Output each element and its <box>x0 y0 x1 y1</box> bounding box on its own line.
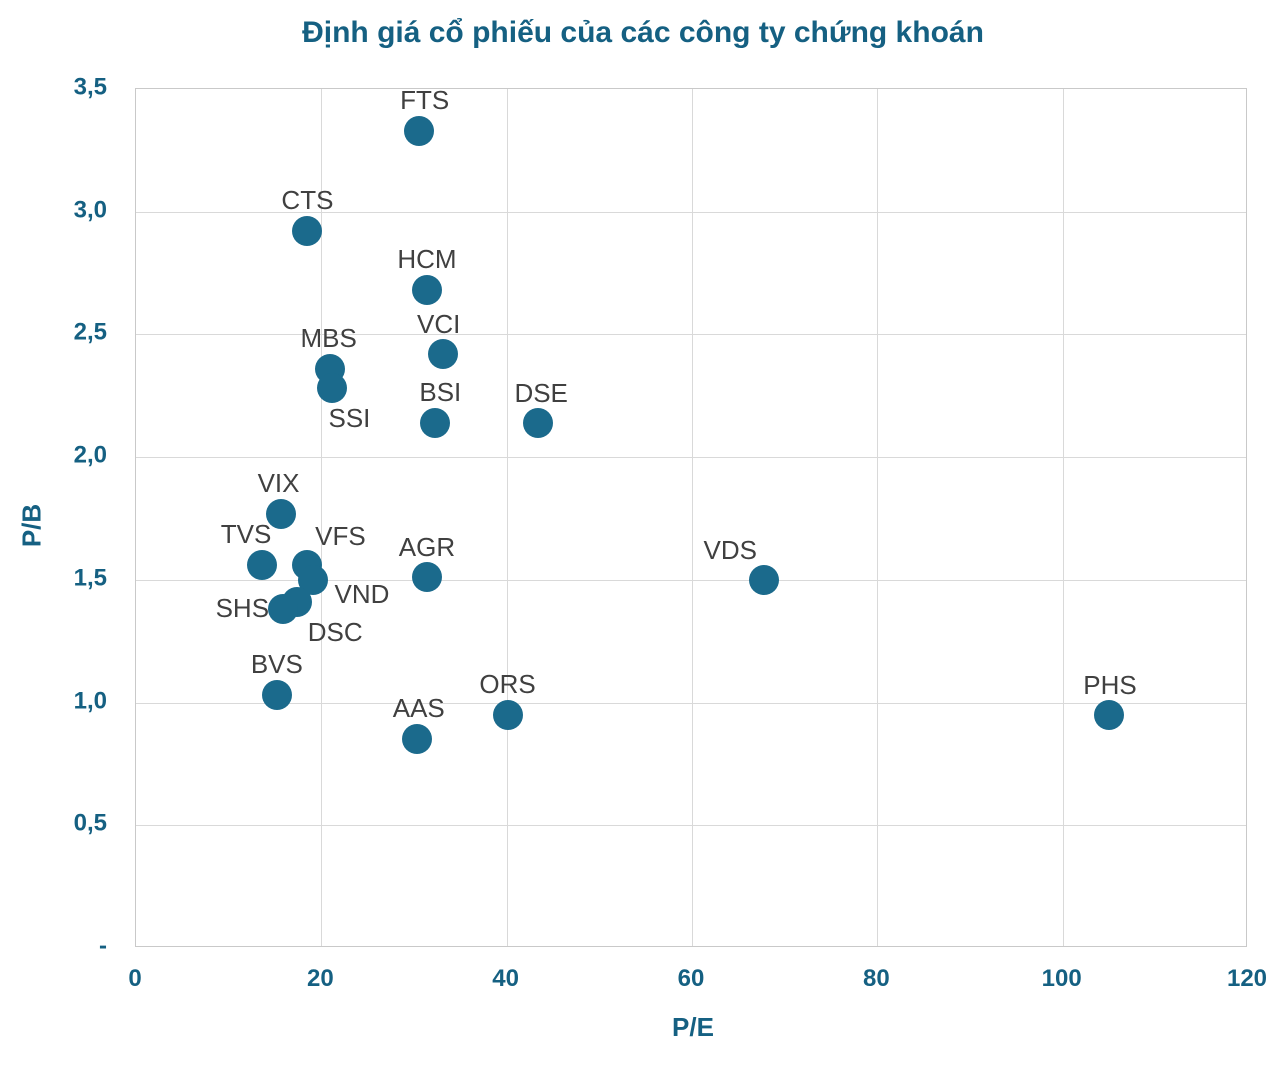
data-point-cts <box>292 216 323 247</box>
data-point-ssi <box>317 373 348 404</box>
data-point-shs <box>268 594 299 625</box>
data-point-fts <box>403 115 434 146</box>
point-label-dsc: DSC <box>307 616 363 647</box>
data-point-tvs <box>247 550 278 581</box>
data-point-vix <box>265 498 296 529</box>
point-label-bvs: BVS <box>250 649 303 680</box>
data-point-bsi <box>420 407 451 438</box>
vertical-gridline <box>507 89 508 946</box>
x-axis-tick-label: 20 <box>306 965 334 992</box>
x-axis-tick-label: 120 <box>1226 965 1268 992</box>
vertical-gridline <box>877 89 878 946</box>
data-point-vci <box>427 339 458 370</box>
x-axis-tick-label: 80 <box>862 965 890 992</box>
point-label-bsi: BSI <box>419 376 462 407</box>
x-axis-tick-label: 40 <box>492 965 520 992</box>
data-point-agr <box>411 562 442 593</box>
x-axis-tick-label: 100 <box>1041 965 1082 992</box>
chart-title: Định giá cổ phiếu của các công ty chứng … <box>302 16 984 49</box>
point-label-shs: SHS <box>215 593 270 624</box>
data-point-vds <box>749 564 780 595</box>
y-axis-tick-label: 2,0 <box>73 441 107 469</box>
x-axis-tick-label: 60 <box>677 965 705 992</box>
point-label-mbs: MBS <box>300 322 357 353</box>
point-label-aas: AAS <box>392 693 445 724</box>
point-label-ors: ORS <box>479 668 536 699</box>
point-label-hcm: HCM <box>397 244 457 275</box>
point-label-vnd: VND <box>334 578 390 609</box>
vertical-gridline <box>1063 89 1064 946</box>
point-label-dse: DSE <box>514 377 568 408</box>
point-label-ssi: SSI <box>328 403 371 434</box>
plot-area: FTS CTS HCM VCI MBS SSI BSI DSE VIX TVS VFS VND AGR V… <box>135 84 1247 947</box>
data-point-dse <box>523 407 554 438</box>
horizontal-gridline <box>136 457 1246 458</box>
point-label-vfs: VFS <box>315 521 366 552</box>
horizontal-gridline <box>136 334 1246 335</box>
point-label-vci: VCI <box>417 309 461 340</box>
horizontal-gridline <box>136 703 1246 704</box>
y-axis-tick-label: 1,5 <box>73 564 107 592</box>
y-axis-tick-label: 1,0 <box>73 687 107 715</box>
data-point-phs <box>1094 699 1124 730</box>
vertical-gridline <box>692 89 693 946</box>
horizontal-gridline <box>136 825 1246 826</box>
point-label-vix: VIX <box>257 467 300 498</box>
point-label-tvs: TVS <box>220 519 272 550</box>
y-axis-tick-label: 0,5 <box>73 809 107 837</box>
y-axis-tick-label: 3,5 <box>73 73 107 101</box>
point-label-cts: CTS <box>281 185 334 216</box>
y-axis-tick-label: 2,5 <box>73 319 107 347</box>
y-axis-tick-label: - <box>99 932 107 960</box>
data-point-bvs <box>261 680 292 711</box>
data-point-aas <box>401 724 432 755</box>
point-label-vds: VDS <box>703 534 757 565</box>
point-label-agr: AGR <box>398 532 456 563</box>
x-axis-title: P/E <box>672 1012 714 1042</box>
horizontal-gridline <box>136 212 1246 213</box>
horizontal-gridline <box>136 580 1246 581</box>
x-axis-tick-label: 0 <box>128 965 142 992</box>
point-label-phs: PHS <box>1083 669 1137 700</box>
y-axis-tick-label: 3,0 <box>73 196 107 224</box>
data-point-ors <box>492 699 523 730</box>
point-label-fts: FTS <box>400 84 450 115</box>
vertical-gridline <box>321 89 322 946</box>
data-point-hcm <box>411 275 442 306</box>
